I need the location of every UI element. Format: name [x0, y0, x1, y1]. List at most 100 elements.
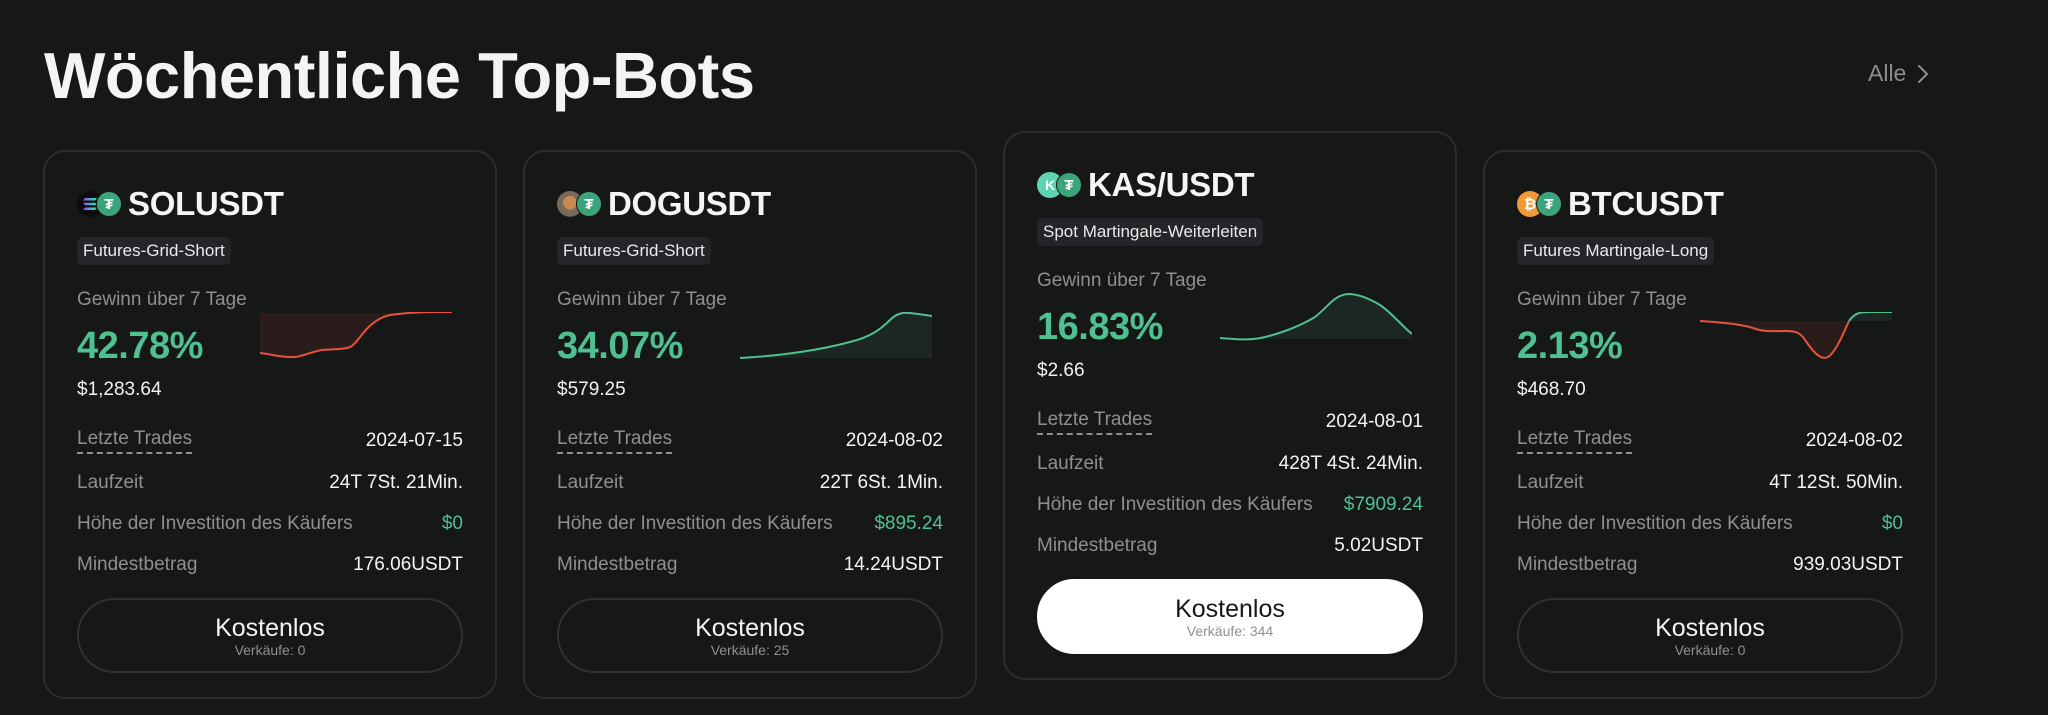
- button-label: Kostenlos: [215, 613, 325, 642]
- min-amount-row: Mindestbetrag 176.06USDT: [77, 552, 463, 578]
- gain-label: Gewinn über 7 Tage: [557, 289, 727, 310]
- buyer-investment-label: Höhe der Investition des Käufers: [77, 513, 353, 534]
- tether-icon: ₮: [576, 191, 602, 217]
- runtime-label: Laufzeit: [77, 472, 144, 493]
- runtime-label: Laufzeit: [557, 472, 624, 493]
- pair-name: BTCUSDT: [1568, 185, 1724, 222]
- tether-icon: ₮: [1056, 172, 1082, 198]
- tether-icon: ₮: [1536, 191, 1562, 217]
- strategy-tag: Futures Martingale-Long: [1517, 237, 1715, 265]
- buyer-investment-label: Höhe der Investition des Käufers: [1037, 494, 1313, 515]
- min-amount-row: Mindestbetrag 5.02USDT: [1037, 533, 1423, 559]
- last-trades-label[interactable]: Letzte Trades: [77, 428, 193, 454]
- min-amount-row: Mindestbetrag 14.24USDT: [557, 552, 943, 578]
- free-copy-button[interactable]: Kostenlos Verkäufe: 344: [1037, 579, 1423, 654]
- last-trades-value: 2024-07-15: [365, 430, 463, 451]
- runtime-value: 428T 4St. 24Min.: [1278, 453, 1423, 474]
- button-label: Kostenlos: [695, 613, 805, 642]
- free-copy-button[interactable]: Kostenlos Verkäufe: 0: [1517, 598, 1903, 673]
- last-trades-row: Letzte Trades 2024-07-15: [77, 428, 463, 454]
- sales-count: Verkäufe: 344: [1186, 622, 1274, 639]
- gain-usd: $2.66: [1037, 360, 1085, 381]
- last-trades-label[interactable]: Letzte Trades: [1037, 409, 1153, 435]
- pair-header: ₮ DOGUSDT: [557, 185, 771, 222]
- free-copy-button[interactable]: Kostenlos Verkäufe: 25: [557, 598, 943, 673]
- gain-usd: $468.70: [1517, 379, 1586, 400]
- buyer-investment-label: Höhe der Investition des Käufers: [1517, 513, 1793, 534]
- buyer-investment-value: $0: [1881, 513, 1903, 534]
- runtime-label: Laufzeit: [1517, 472, 1584, 493]
- last-trades-label[interactable]: Letzte Trades: [1517, 428, 1633, 454]
- sales-count: Verkäufe: 0: [234, 641, 306, 658]
- gain-percent: 2.13%: [1517, 325, 1623, 367]
- buyer-investment-value: $7909.24: [1343, 494, 1423, 515]
- last-trades-value: 2024-08-02: [845, 430, 943, 451]
- buyer-investment-label: Höhe der Investition des Käufers: [557, 513, 833, 534]
- strategy-tag: Futures-Grid-Short: [77, 237, 231, 265]
- chevron-right-icon: [1918, 64, 1929, 83]
- last-trades-value: 2024-08-02: [1805, 430, 1903, 451]
- gain-percent: 16.83%: [1037, 306, 1163, 348]
- buyer-investment-value: $0: [441, 513, 463, 534]
- pair-name: DOGUSDT: [608, 185, 771, 222]
- view-all-link[interactable]: Alle: [1868, 60, 1930, 87]
- runtime-row: Laufzeit 4T 12St. 50Min.: [1517, 470, 1903, 496]
- bot-card[interactable]: K ₮ KAS/USDT Spot Martingale-Weiterleite…: [1003, 131, 1457, 680]
- free-copy-button[interactable]: Kostenlos Verkäufe: 0: [77, 598, 463, 673]
- min-amount-value: 176.06USDT: [353, 554, 463, 575]
- button-label: Kostenlos: [1175, 594, 1285, 623]
- runtime-value: 4T 12St. 50Min.: [1769, 472, 1903, 493]
- min-amount-value: 14.24USDT: [843, 554, 943, 575]
- strategy-tag: Spot Martingale-Weiterleiten: [1037, 218, 1264, 246]
- min-amount-row: Mindestbetrag 939.03USDT: [1517, 552, 1903, 578]
- gain-percent: 34.07%: [557, 325, 683, 367]
- button-label: Kostenlos: [1655, 613, 1765, 642]
- buyer-investment-row: Höhe der Investition des Käufers $0: [77, 511, 463, 537]
- min-amount-value: 939.03USDT: [1793, 554, 1903, 575]
- runtime-value: 24T 7St. 21Min.: [329, 472, 463, 493]
- buyer-investment-row: Höhe der Investition des Käufers $7909.2…: [1037, 492, 1423, 518]
- pair-name: KAS/USDT: [1088, 166, 1255, 203]
- strategy-tag: Futures-Grid-Short: [557, 237, 711, 265]
- sparkline-chart: [1220, 293, 1412, 341]
- gain-label: Gewinn über 7 Tage: [77, 289, 247, 310]
- buyer-investment-row: Höhe der Investition des Käufers $895.24: [557, 511, 943, 537]
- sparkline-chart: [1700, 312, 1892, 359]
- sparkline-chart: [260, 312, 452, 359]
- last-trades-row: Letzte Trades 2024-08-01: [1037, 409, 1423, 435]
- buyer-investment-row: Höhe der Investition des Käufers $0: [1517, 511, 1903, 537]
- runtime-value: 22T 6St. 1Min.: [819, 472, 943, 493]
- runtime-row: Laufzeit 428T 4St. 24Min.: [1037, 451, 1423, 477]
- min-amount-label: Mindestbetrag: [1517, 554, 1638, 575]
- bot-card[interactable]: ₮ SOLUSDT Futures-Grid-Short Gewinn über…: [43, 150, 497, 699]
- gain-label: Gewinn über 7 Tage: [1037, 270, 1207, 291]
- pair-header: K ₮ KAS/USDT: [1037, 166, 1255, 203]
- runtime-row: Laufzeit 22T 6St. 1Min.: [557, 470, 943, 496]
- min-amount-value: 5.02USDT: [1334, 535, 1423, 556]
- gain-label: Gewinn über 7 Tage: [1517, 289, 1687, 310]
- page-title: Wöchentliche Top-Bots: [44, 39, 755, 112]
- sales-count: Verkäufe: 0: [1674, 641, 1746, 658]
- bot-card[interactable]: ₿ ₮ BTCUSDT Futures Martingale-Long Gewi…: [1483, 150, 1937, 699]
- runtime-row: Laufzeit 24T 7St. 21Min.: [77, 470, 463, 496]
- last-trades-row: Letzte Trades 2024-08-02: [557, 428, 943, 454]
- gain-usd: $579.25: [557, 379, 626, 400]
- runtime-label: Laufzeit: [1037, 453, 1104, 474]
- view-all-label: Alle: [1868, 60, 1907, 86]
- min-amount-label: Mindestbetrag: [77, 554, 198, 575]
- gain-usd: $1,283.64: [77, 379, 162, 400]
- last-trades-label[interactable]: Letzte Trades: [557, 428, 673, 454]
- tether-icon: ₮: [96, 191, 122, 217]
- min-amount-label: Mindestbetrag: [1037, 535, 1158, 556]
- gain-percent: 42.78%: [77, 325, 203, 367]
- buyer-investment-value: $895.24: [874, 513, 943, 534]
- sparkline-chart: [740, 312, 932, 359]
- last-trades-value: 2024-08-01: [1325, 411, 1423, 432]
- pair-header: ₮ SOLUSDT: [77, 185, 284, 222]
- sales-count: Verkäufe: 25: [710, 641, 790, 658]
- pair-header: ₿ ₮ BTCUSDT: [1517, 185, 1724, 222]
- pair-name: SOLUSDT: [128, 185, 284, 222]
- last-trades-row: Letzte Trades 2024-08-02: [1517, 428, 1903, 454]
- bot-card[interactable]: ₮ DOGUSDT Futures-Grid-Short Gewinn über…: [523, 150, 977, 699]
- min-amount-label: Mindestbetrag: [557, 554, 678, 575]
